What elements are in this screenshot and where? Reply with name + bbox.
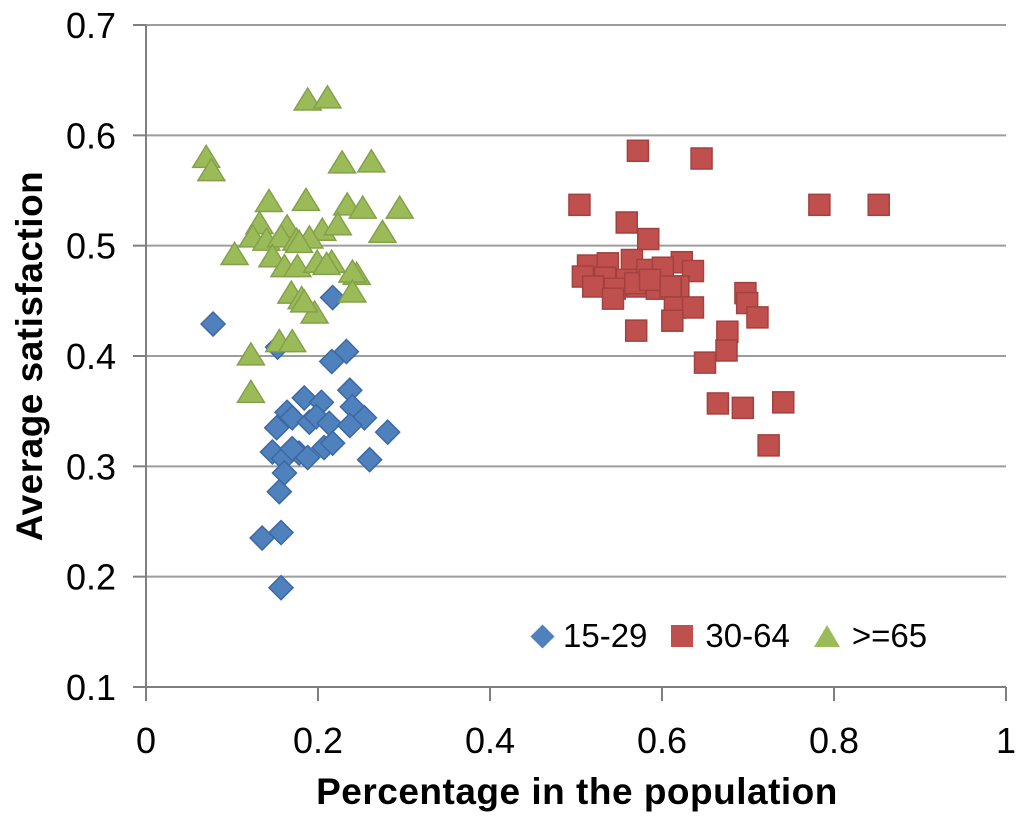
data-point->=65: [277, 328, 308, 353]
data-point-15-29: [267, 574, 295, 601]
data-point->=65: [312, 84, 343, 109]
data-point-30-64: [615, 211, 638, 234]
x-tick-label: 0.6: [637, 720, 687, 761]
data-point-30-64: [731, 396, 755, 420]
legend: 15-29 30-64 >=65: [530, 615, 928, 657]
data-point->=65: [367, 218, 398, 244]
data-point->=65: [327, 149, 357, 174]
data-point->=65: [347, 194, 378, 219]
triangle-marker-icon: [813, 625, 840, 647]
data-point-15-29: [319, 284, 346, 311]
data-point->=65: [356, 148, 387, 173]
diamond-marker-icon: [530, 623, 555, 649]
data-point->=65: [236, 341, 266, 366]
data-point-30-64: [624, 319, 648, 342]
data-point-15-29: [267, 519, 295, 546]
x-tick-label: 1: [996, 720, 1016, 761]
y-tick-label: 0.5: [66, 226, 116, 267]
data-point->=65: [284, 228, 314, 254]
data-point-30-64: [746, 306, 769, 329]
y-tick-label: 0.7: [66, 5, 116, 46]
legend-label-15-29: 15-29: [563, 617, 648, 654]
x-tick-label: 0.2: [293, 720, 343, 761]
data-point-30-64: [661, 309, 684, 332]
legend-item-15-29: 15-29: [530, 617, 648, 655]
y-axis-title: Average satisfaction: [9, 170, 50, 542]
data-point-30-64: [626, 139, 650, 163]
x-tick-label: 0.8: [809, 720, 859, 761]
square-marker-icon: [671, 625, 694, 647]
data-point->=65: [196, 157, 227, 182]
legend-item-30-64: 30-64: [671, 617, 790, 655]
data-point-30-64: [772, 391, 795, 414]
data-point->=65: [236, 378, 266, 404]
y-tick-label: 0.2: [66, 557, 116, 598]
data-point-30-64: [638, 268, 662, 292]
data-point-15-29: [271, 459, 298, 487]
data-point->=65: [322, 211, 353, 236]
data-point->=65: [254, 188, 284, 213]
data-point-30-64: [757, 434, 780, 457]
data-point->=65: [291, 186, 321, 212]
data-point-30-64: [690, 147, 713, 170]
data-point-15-29: [266, 478, 293, 505]
data-point-30-64: [808, 193, 831, 217]
data-point-15-29: [374, 419, 401, 446]
data-point-30-64: [867, 193, 890, 217]
data-point->=65: [337, 278, 368, 303]
data-point-15-29: [200, 310, 227, 338]
data-point->=65: [289, 288, 320, 313]
data-point-30-64: [636, 227, 660, 251]
y-tick-label: 0.6: [66, 115, 116, 156]
data-point-15-29: [249, 524, 276, 552]
data-point-15-29: [318, 348, 345, 375]
x-axis-title: Percentage in the population: [316, 771, 838, 812]
data-point-30-64: [693, 351, 717, 374]
y-tick-label: 0.4: [66, 336, 116, 377]
data-point-15-29: [356, 446, 383, 473]
data-point->=65: [191, 143, 222, 169]
legend-label-ge65: >=65: [851, 617, 928, 654]
data-point->=65: [219, 241, 250, 266]
data-point-15-29: [279, 435, 306, 462]
data-point-30-64: [659, 275, 682, 298]
data-point-15-29: [336, 412, 363, 439]
x-tick-label: 0: [136, 720, 156, 761]
data-point->=65: [292, 86, 323, 111]
legend-label-30-64: 30-64: [705, 617, 790, 654]
data-point-30-64: [681, 296, 705, 319]
x-tick-label: 0.4: [465, 720, 515, 761]
data-point-15-29: [319, 430, 346, 457]
data-point-15-29: [263, 414, 290, 441]
data-point-30-64: [568, 193, 591, 217]
data-point-30-64: [581, 275, 605, 298]
data-point->=65: [311, 250, 342, 276]
data-point-30-64: [715, 339, 738, 362]
y-tick-label: 0.3: [66, 446, 116, 487]
data-point-30-64: [706, 392, 730, 415]
data-point->=65: [384, 194, 415, 219]
y-tick-label: 0.1: [66, 667, 116, 708]
data-point-30-64: [716, 320, 739, 343]
data-point-30-64: [601, 287, 625, 310]
legend-item-ge65: >=65: [813, 617, 928, 655]
data-point->=65: [257, 243, 288, 268]
